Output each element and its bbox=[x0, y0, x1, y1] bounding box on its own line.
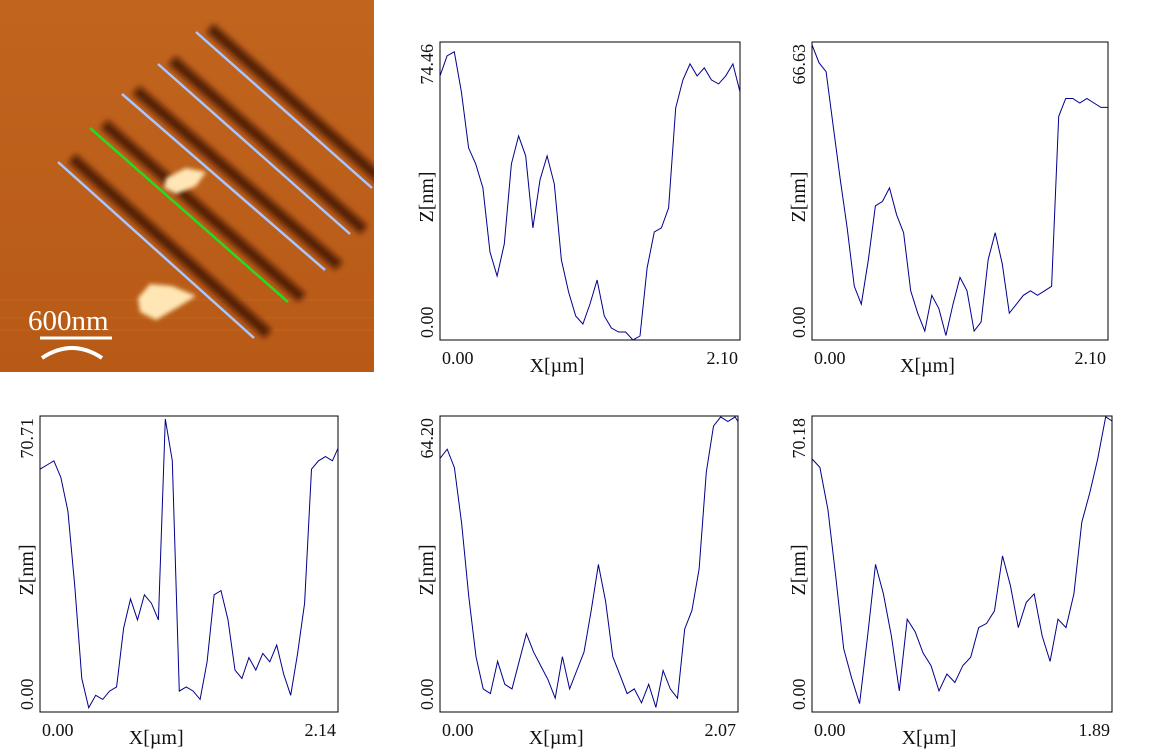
afm-profile-line-selected bbox=[89, 127, 289, 303]
profile-2-x-tick-max: 2.10 bbox=[1075, 348, 1107, 368]
afm-particles bbox=[138, 168, 206, 320]
profile-5-x-tick-min: 0.00 bbox=[814, 720, 846, 740]
profile-1-x-axis-label: X[µm] bbox=[530, 355, 585, 377]
afm-groove-4 bbox=[100, 119, 306, 303]
profile-4-y-axis-label: Z[nm] bbox=[416, 544, 438, 595]
profile-5-y-axis-label: Z[nm] bbox=[788, 544, 810, 595]
profile-3-plot-frame bbox=[39, 415, 339, 713]
profile-2-line bbox=[811, 44, 1108, 336]
profile-3-y-tick-min: 0.00 bbox=[17, 679, 37, 711]
profile-2-y-tick-max: 66.63 bbox=[789, 44, 809, 85]
profile-3-y-tick-max: 70.71 bbox=[17, 418, 37, 459]
profile-1-x-tick-min: 0.00 bbox=[442, 348, 474, 368]
profile-2-y-tick-min: 0.00 bbox=[789, 307, 809, 339]
profile-3-x-axis-label: X[µm] bbox=[129, 727, 184, 749]
height-profile-2: 0.00 2.10 X[µm] 0.00 66.63 Z[nm] bbox=[788, 41, 1109, 377]
profile-1-plot-frame bbox=[439, 41, 741, 341]
profile-1-y-tick-max: 74.46 bbox=[417, 44, 437, 85]
profile-5-y-tick-max: 70.18 bbox=[789, 418, 809, 459]
profile-4-x-tick-min: 0.00 bbox=[442, 720, 474, 740]
afm-grooves bbox=[68, 23, 374, 339]
profile-5-y-tick-min: 0.00 bbox=[789, 679, 809, 711]
profile-5-x-tick-max: 1.89 bbox=[1079, 720, 1111, 740]
profile-1-y-tick-min: 0.00 bbox=[417, 307, 437, 339]
height-profile-1: 0.00 2.10 X[µm] 0.00 74.46 Z[nm] bbox=[416, 41, 741, 377]
scale-bar-arc bbox=[40, 346, 104, 360]
profile-2-x-tick-min: 0.00 bbox=[814, 348, 846, 368]
profile-4-x-axis-label: X[µm] bbox=[529, 727, 584, 749]
profile-3-x-tick-min: 0.00 bbox=[42, 720, 74, 740]
profile-4-y-tick-min: 0.00 bbox=[417, 679, 437, 711]
afm-groove-5 bbox=[68, 153, 272, 339]
afm-profile-lines bbox=[57, 31, 373, 339]
profile-2-plot-frame bbox=[811, 41, 1109, 341]
afm-profile-line-5 bbox=[57, 161, 255, 339]
profile-2-x-axis-label: X[µm] bbox=[900, 355, 955, 377]
profile-1-line bbox=[439, 51, 741, 341]
afm-scan-image: 600nm bbox=[0, 0, 374, 372]
height-profile-3: 0.00 2.14 X[µm] 0.00 70.71 Z[nm] bbox=[16, 415, 339, 749]
afm-groove-2 bbox=[168, 55, 368, 235]
profile-3-x-tick-max: 2.14 bbox=[305, 720, 337, 740]
scale-bar-label: 600nm bbox=[28, 305, 109, 337]
profile-5-line bbox=[811, 415, 1113, 704]
profile-5-x-axis-label: X[µm] bbox=[902, 727, 957, 749]
profile-3-line bbox=[39, 418, 339, 710]
profile-4-line bbox=[439, 416, 739, 708]
afm-profile-line-2 bbox=[157, 63, 351, 235]
profile-3-y-axis-label: Z[nm] bbox=[16, 544, 38, 595]
profile-1-y-axis-label: Z[nm] bbox=[416, 171, 438, 222]
profile-4-plot-frame bbox=[439, 415, 739, 713]
afm-groove-3 bbox=[132, 85, 343, 271]
afm-profile-line-3 bbox=[121, 93, 326, 271]
afm-profile-line-1 bbox=[195, 31, 373, 189]
profile-4-x-tick-max: 2.07 bbox=[705, 720, 737, 740]
scale-bar: 600nm bbox=[28, 305, 112, 360]
profile-1-x-tick-max: 2.10 bbox=[707, 348, 739, 368]
profile-5-plot-frame bbox=[811, 415, 1113, 713]
afm-groove-1 bbox=[206, 23, 374, 181]
height-profile-4: 0.00 2.07 X[µm] 0.00 64.20 Z[nm] bbox=[416, 415, 739, 749]
afm-particle-upper bbox=[164, 168, 206, 194]
profile-4-y-tick-max: 64.20 bbox=[417, 418, 437, 459]
height-profile-5: 0.00 1.89 X[µm] 0.00 70.18 Z[nm] bbox=[788, 415, 1113, 749]
afm-particle-lower bbox=[138, 284, 196, 320]
profile-2-y-axis-label: Z[nm] bbox=[788, 171, 810, 222]
